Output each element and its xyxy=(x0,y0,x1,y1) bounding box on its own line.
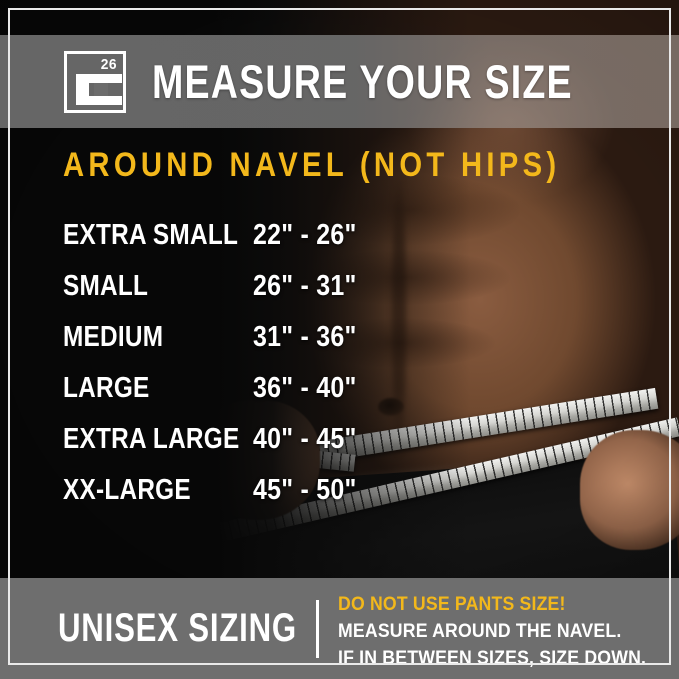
size-measurement: 45" - 50" xyxy=(253,474,357,506)
size-measurement: 22" - 26" xyxy=(253,219,357,251)
size-table: EXTRA SMALL 22" - 26" SMALL 26" - 31" ME… xyxy=(63,210,393,516)
footer-band: UNISEX SIZING xyxy=(0,578,679,679)
table-row: EXTRA LARGE 40" - 45" xyxy=(63,414,393,465)
e26-logo-icon: 26 xyxy=(64,50,126,113)
footer-divider xyxy=(316,600,319,658)
size-measurement: 36" - 40" xyxy=(253,372,357,404)
subtitle-around-navel: AROUND NAVEL (NOT HIPS) xyxy=(63,146,561,184)
footer-notes: DO NOT USE PANTS SIZE! MEASURE AROUND TH… xyxy=(338,592,669,673)
footer-note-line-2: IF IN BETWEEN SIZES, SIZE DOWN. xyxy=(338,647,647,669)
footer-note-line-1: MEASURE AROUND THE NAVEL. xyxy=(338,620,622,642)
table-row: EXTRA SMALL 22" - 26" xyxy=(63,210,393,261)
table-row: MEDIUM 31" - 36" xyxy=(63,312,393,363)
logo-top-bar xyxy=(76,73,122,83)
table-row: XX-LARGE 45" - 50" xyxy=(63,465,393,516)
logo-bottom-bar xyxy=(76,95,122,105)
size-label: EXTRA SMALL xyxy=(63,219,239,251)
logo-notch xyxy=(94,82,108,96)
header-band: 26 MEASURE YOUR SIZE xyxy=(0,35,679,128)
size-measurement: 26" - 31" xyxy=(253,270,357,302)
size-label: SMALL xyxy=(63,270,149,302)
size-measurement: 31" - 36" xyxy=(253,321,357,353)
size-label: XX-LARGE xyxy=(63,474,191,506)
table-row: SMALL 26" - 31" xyxy=(63,261,393,312)
logo-superscript: 26 xyxy=(101,55,118,73)
size-label: MEDIUM xyxy=(63,321,164,353)
footer-warning: DO NOT USE PANTS SIZE! xyxy=(338,594,566,615)
size-measurement: 40" - 45" xyxy=(253,423,357,455)
size-label: LARGE xyxy=(63,372,150,404)
table-row: LARGE 36" - 40" xyxy=(63,363,393,414)
unisex-sizing-title: UNISEX SIZING xyxy=(58,606,297,650)
page-title: MEASURE YOUR SIZE xyxy=(152,55,573,108)
size-label: EXTRA LARGE xyxy=(63,423,240,455)
